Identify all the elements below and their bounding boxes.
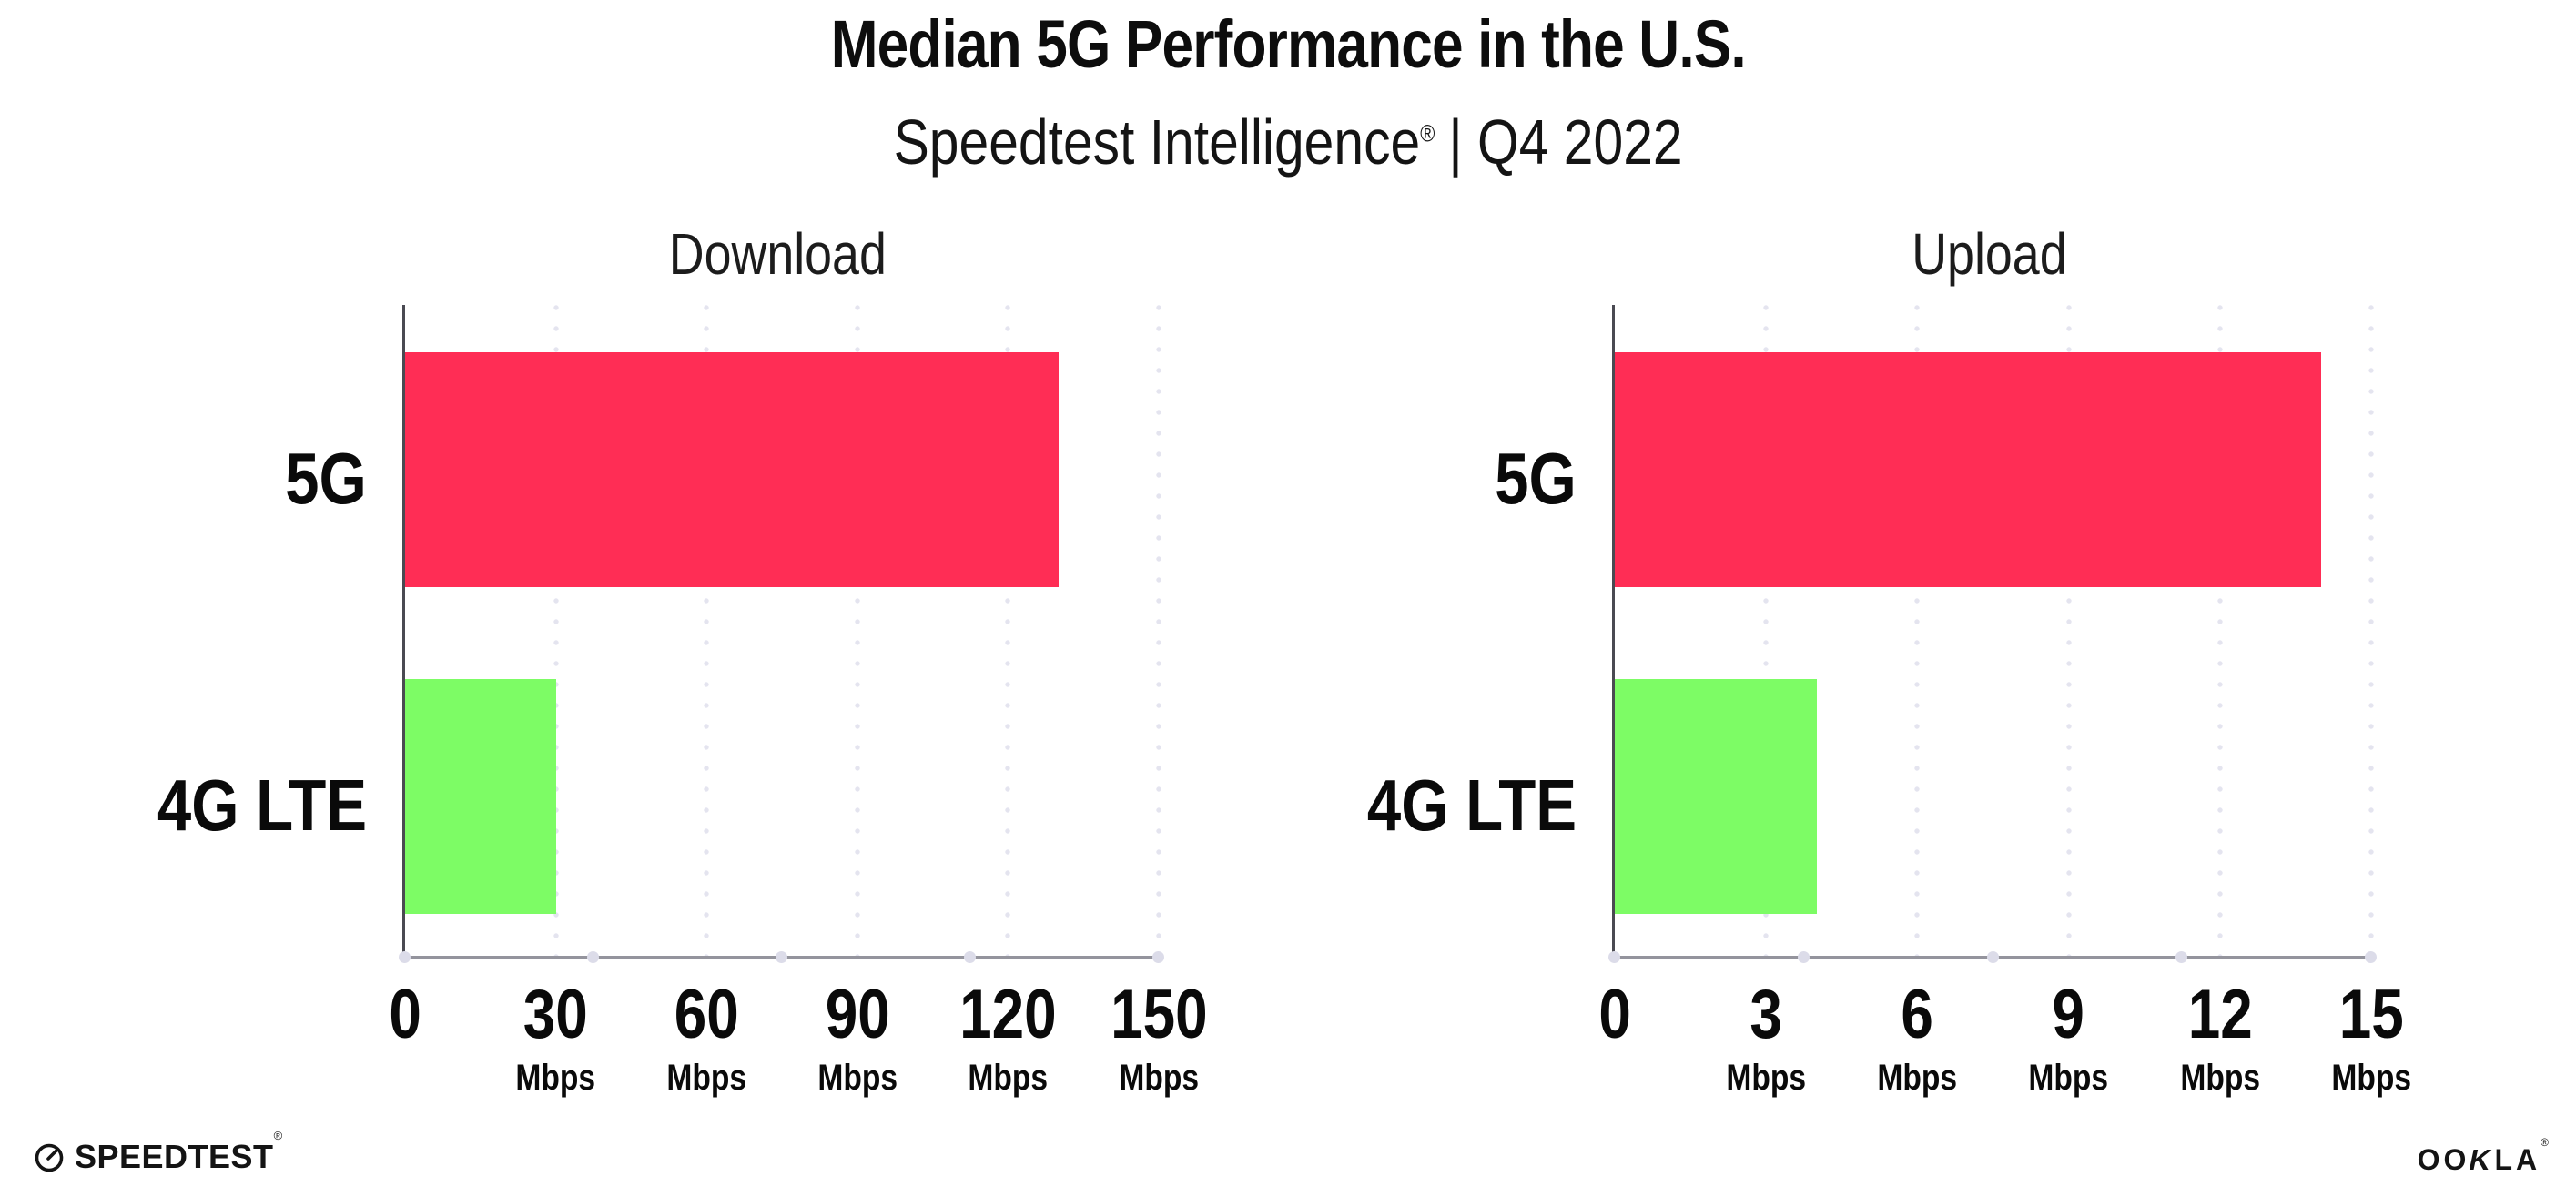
x-tick-unit: Mbps — [666, 1058, 747, 1098]
ookla-logo: OOKLA® — [2417, 1136, 2549, 1177]
x-tick-unit: Mbps — [2179, 1058, 2260, 1098]
x-tick-value: 0 — [389, 976, 421, 1053]
gridline-download-60 — [704, 305, 710, 956]
bar-download-5g — [405, 352, 1059, 587]
gridline-upload-15 — [2368, 305, 2374, 956]
upload-chart-title: Upload — [1911, 221, 2067, 287]
axis-dot-upload-3 — [2175, 951, 2188, 963]
x-tick-value: 30 — [523, 976, 589, 1053]
x-tick-unit: Mbps — [968, 1058, 1049, 1098]
bar-upload-5g — [1615, 352, 2321, 587]
page-title-text: Median 5G Performance in the U.S. — [830, 6, 1746, 82]
gridline-download-120 — [1005, 305, 1011, 956]
x-tick-upload-12: 12 Mbps — [2120, 976, 2320, 1098]
axis-dot-upload-1 — [1797, 951, 1810, 963]
category-label-upload-4g-lte: 4G LTE — [1366, 765, 1577, 846]
x-tick-upload-3: 3 Mbps — [1666, 976, 1866, 1098]
axis-dot-download-4 — [1152, 951, 1164, 963]
gridline-download-30 — [553, 305, 559, 956]
x-tick-unit: Mbps — [1119, 1058, 1199, 1098]
x-tick-upload-0: 0 — [1515, 979, 1715, 1051]
gridline-upload-9 — [2065, 305, 2072, 956]
axis-dot-download-0 — [399, 951, 411, 963]
x-tick-unit: Mbps — [2331, 1058, 2411, 1098]
axis-dot-upload-0 — [1608, 951, 1620, 963]
x-tick-value: 15 — [2338, 976, 2404, 1053]
bar-upload-4g-lte — [1615, 679, 1817, 914]
x-tick-download-90: 90 Mbps — [757, 976, 958, 1098]
x-tick-download-60: 60 Mbps — [606, 976, 806, 1098]
registered-mark: ® — [1420, 119, 1435, 147]
x-tick-value: 120 — [959, 976, 1057, 1053]
x-tick-value: 150 — [1110, 976, 1208, 1053]
x-tick-upload-9: 9 Mbps — [1969, 976, 2169, 1098]
gridline-upload-6 — [1914, 305, 1921, 956]
category-label-upload-5g: 5G — [1495, 438, 1577, 519]
download-plot-area: 5G 4G LTE 0 30 Mbps 60 Mbps 90 Mbps 120 Mbps 150 Mbp… — [157, 305, 1207, 1097]
gridline-upload-3 — [1763, 305, 1770, 956]
axis-dot-download-2 — [776, 951, 787, 963]
x-tick-unit: Mbps — [2028, 1058, 2109, 1098]
x-tick-value: 90 — [825, 976, 890, 1053]
gridline-download-90 — [854, 305, 860, 956]
axis-dot-download-3 — [964, 951, 976, 963]
x-tick-unit: Mbps — [1726, 1058, 1807, 1098]
x-tick-value: 3 — [1749, 976, 1782, 1053]
ookla-registered-mark: ® — [2541, 1136, 2549, 1149]
ookla-stylized-k: K — [2466, 1143, 2499, 1176]
speedtest-logo-text: SPEEDTEST® — [75, 1129, 283, 1175]
x-tick-value: 6 — [1901, 976, 1934, 1053]
gridline-download-150 — [1156, 305, 1161, 956]
axis-dot-download-1 — [587, 951, 599, 963]
axis-dot-upload-4 — [2365, 951, 2377, 963]
subtitle-period: | Q4 2022 — [1448, 107, 1683, 178]
speedtest-gauge-icon — [33, 1141, 66, 1173]
download-chart-title: Download — [668, 221, 887, 287]
page-subtitle: Speedtest Intelligence® | Q4 2022 — [0, 106, 2576, 178]
x-tick-unit: Mbps — [1877, 1058, 1958, 1098]
category-label-download-5g: 5G — [285, 438, 367, 519]
speedtest-registered-mark: ® — [273, 1129, 283, 1142]
subtitle-brand: Speedtest Intelligence — [893, 107, 1421, 178]
x-tick-upload-15: 15 Mbps — [2271, 976, 2471, 1098]
x-tick-unit: Mbps — [816, 1058, 898, 1098]
x-tick-value: 9 — [2052, 976, 2085, 1053]
x-tick-value: 12 — [2187, 976, 2253, 1053]
x-tick-download-30: 30 Mbps — [456, 976, 656, 1098]
page-title: Median 5G Performance in the U.S. — [0, 5, 2576, 83]
x-tick-unit: Mbps — [515, 1058, 596, 1098]
bar-download-4g-lte — [405, 679, 556, 914]
upload-plot-area: 5G 4G LTE 0 3 Mbps 6 Mbps 9 Mbps 12 Mbps 15 Mbps — [1367, 305, 2411, 1097]
x-tick-download-150: 150 Mbps — [1059, 976, 1259, 1098]
x-tick-download-0: 0 — [305, 979, 505, 1051]
x-tick-value: 60 — [674, 976, 739, 1053]
axis-dot-upload-2 — [1986, 951, 1999, 963]
x-tick-value: 0 — [1598, 976, 1631, 1053]
category-label-download-4g-lte: 4G LTE — [157, 765, 367, 846]
ookla-logo-text: OOKLA — [2417, 1143, 2541, 1176]
x-tick-upload-6: 6 Mbps — [1817, 976, 2017, 1098]
gridline-upload-12 — [2216, 305, 2223, 956]
speedtest-logo: SPEEDTEST® — [33, 1129, 283, 1176]
x-tick-download-120: 120 Mbps — [908, 976, 1108, 1098]
